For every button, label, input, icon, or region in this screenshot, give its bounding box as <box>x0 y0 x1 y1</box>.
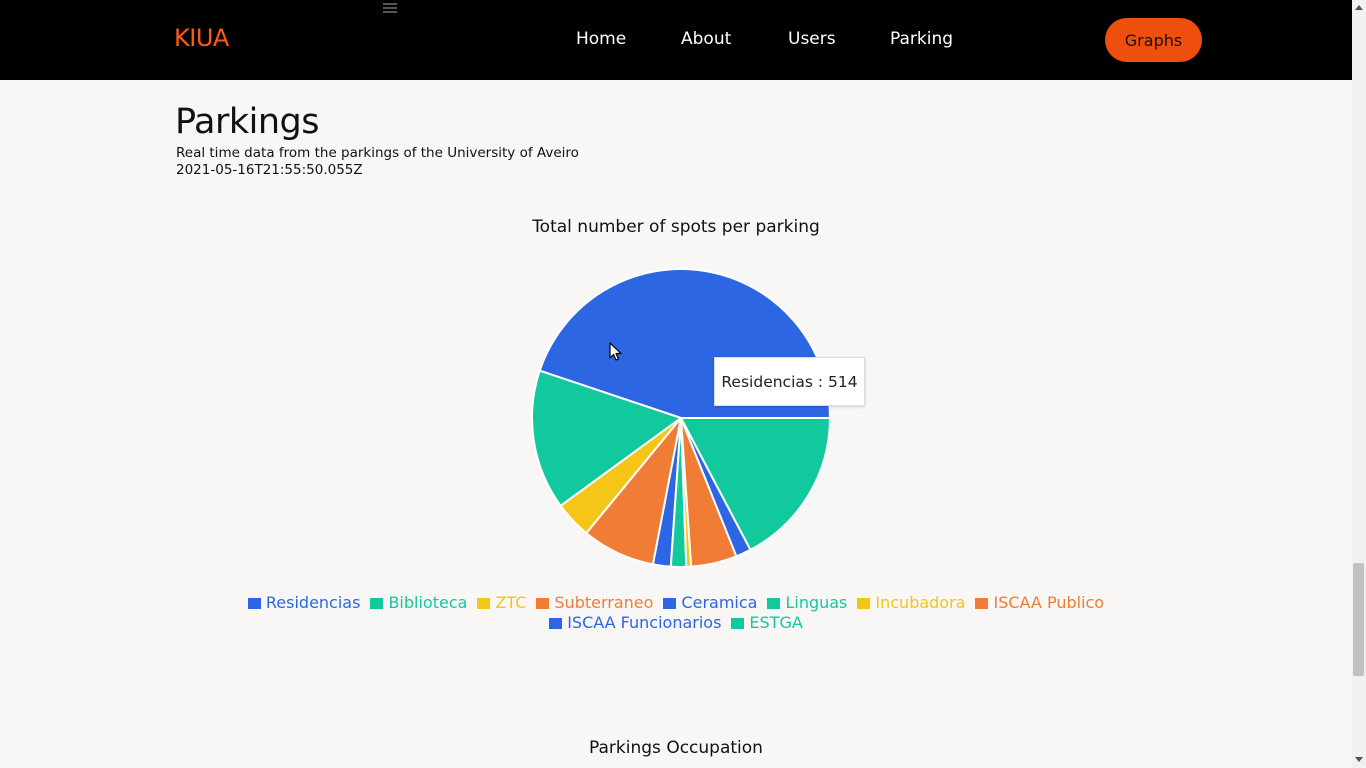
legend-swatch <box>857 597 871 609</box>
legend-item[interactable]: ISCAA Funcionarios <box>549 613 721 633</box>
legend-label: ESTGA <box>749 613 803 632</box>
legend-swatch <box>477 597 491 609</box>
legend-label: Incubadora <box>875 593 966 612</box>
mouse-cursor-icon <box>609 342 622 361</box>
nav-home-link[interactable]: Home <box>576 29 627 49</box>
legend-swatch <box>536 597 550 609</box>
chart-tooltip: Residencias : 514 <box>714 357 865 406</box>
legend-item[interactable]: Linguas <box>767 593 847 613</box>
pie-slice-biblioteca[interactable] <box>531 369 684 508</box>
legend-item[interactable]: Residencias <box>247 593 361 613</box>
legend-swatch <box>247 597 261 609</box>
legend-label: ISCAA Publico <box>993 593 1105 612</box>
legend-swatch <box>549 617 563 629</box>
scrollbar-thumb[interactable] <box>1353 563 1364 676</box>
legend-label: ISCAA Funcionarios <box>567 613 722 632</box>
menu-grip-icon <box>383 3 397 13</box>
legend-label: ZTC <box>495 593 527 612</box>
chart-title: Total number of spots per parking <box>532 217 820 237</box>
data-timestamp: 2021-05-16T21:55:50.055Z <box>176 162 363 178</box>
nav-users-link[interactable]: Users <box>788 29 836 49</box>
scroll-down-arrow-icon[interactable] <box>1355 757 1363 762</box>
legend-label: Ceramica <box>681 593 758 612</box>
legend-label: Biblioteca <box>388 593 468 612</box>
page-title: Parkings <box>175 102 320 142</box>
legend-item[interactable]: ISCAA Publico <box>975 593 1104 613</box>
legend-item[interactable]: ZTC <box>477 593 526 613</box>
legend-item[interactable]: Incubadora <box>857 593 965 613</box>
nav-about-link[interactable]: About <box>681 29 732 49</box>
legend-item[interactable]: Ceramica <box>663 593 757 613</box>
pie-slice-estga[interactable] <box>679 417 832 552</box>
top-navbar: KIUA Home About Users Parking Graphs <box>0 0 1352 80</box>
legend-swatch <box>767 597 781 609</box>
nav-parking-link[interactable]: Parking <box>890 29 954 49</box>
legend-label: Subterraneo <box>554 593 654 612</box>
legend-item[interactable]: Biblioteca <box>370 593 467 613</box>
legend-label: Linguas <box>785 593 848 612</box>
graphs-button[interactable]: Graphs <box>1105 18 1202 62</box>
legend-swatch <box>663 597 677 609</box>
legend-item[interactable]: ESTGA <box>731 613 803 633</box>
chart-legend-row-2: ISCAA Funcionarios ESTGA <box>0 613 1352 633</box>
brand-logo[interactable]: KIUA <box>174 24 229 52</box>
legend-swatch <box>370 597 384 609</box>
legend-swatch <box>731 617 745 629</box>
vertical-scrollbar[interactable] <box>1352 0 1366 768</box>
page-subtitle: Real time data from the parkings of the … <box>176 145 579 161</box>
legend-item[interactable]: Subterraneo <box>536 593 653 613</box>
legend-label: Residencias <box>265 593 361 612</box>
occupation-chart-title: Parkings Occupation <box>589 738 763 758</box>
legend-swatch <box>975 597 989 609</box>
scroll-up-arrow-icon[interactable] <box>1355 5 1363 10</box>
chart-legend-row-1: Residencias Biblioteca ZTC Subterraneo Ceram… <box>0 593 1352 613</box>
